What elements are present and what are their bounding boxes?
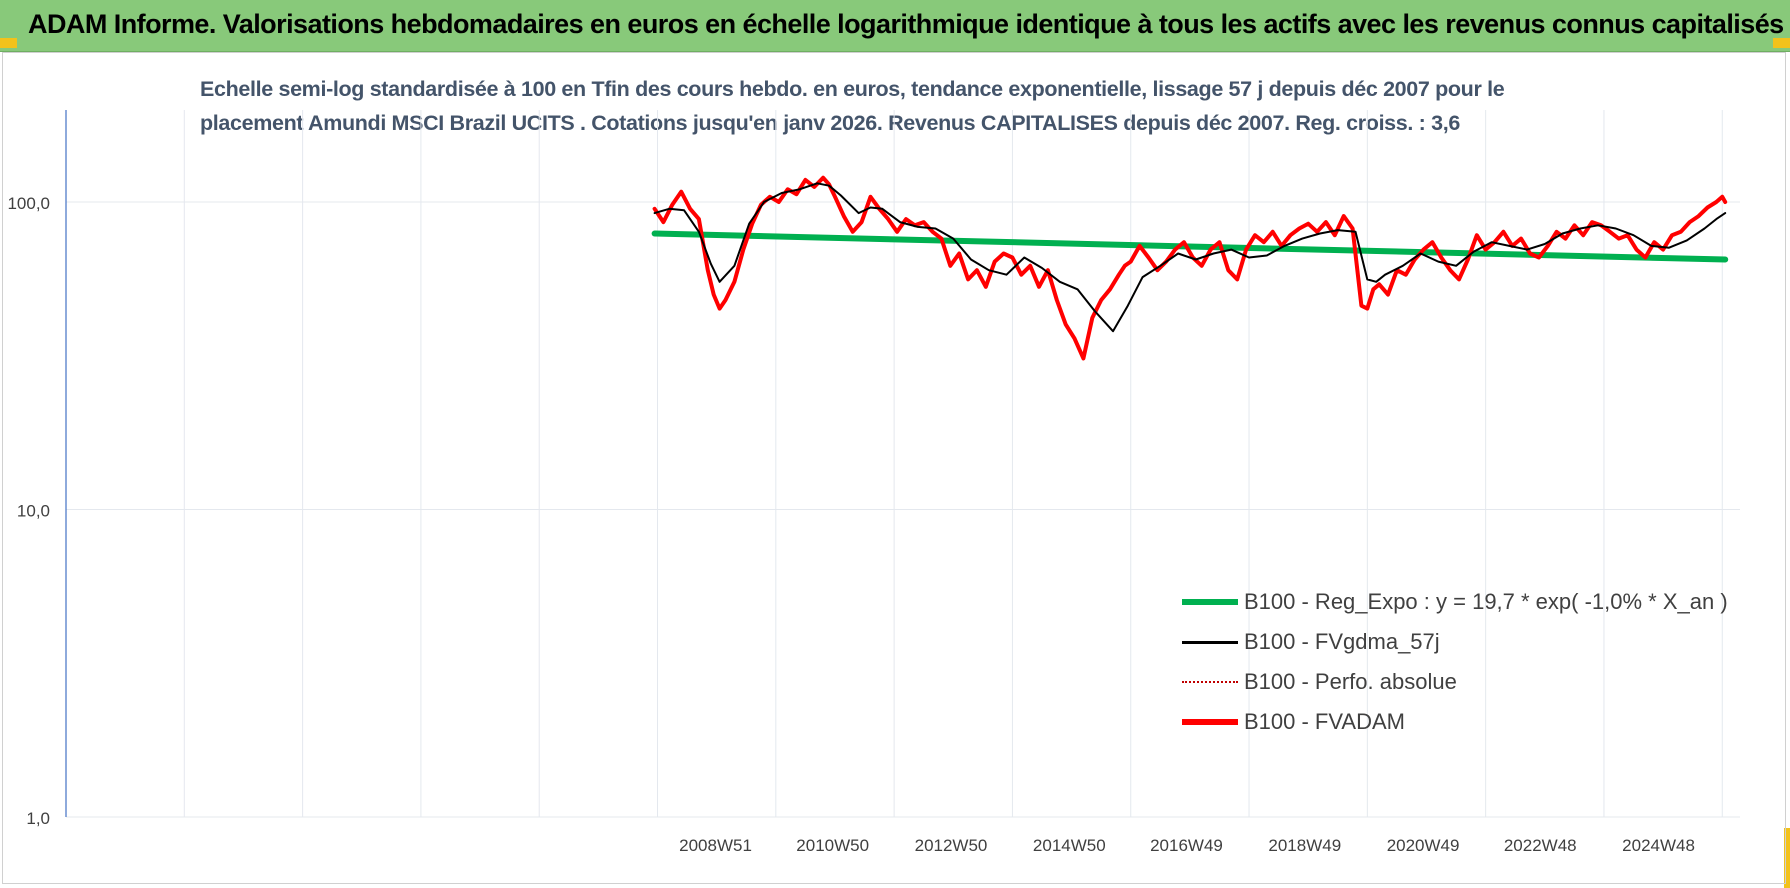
series-fvgdma-line — [653, 182, 1727, 333]
legend-item-perf-absolue: B100 - Perfo. absolue — [1182, 662, 1742, 702]
x-tick-label: 2022W48 — [1504, 836, 1577, 855]
legend-label-smoothed: B100 - FVgdma_57j — [1244, 629, 1440, 654]
legend-item-regression: B100 - Reg_Expo : y = 19,7 * exp( -1,0% … — [1182, 582, 1742, 622]
report-header: ADAM Informe. Valorisations hebdomadaire… — [0, 0, 1790, 52]
legend-label-regression: B100 - Reg_Expo : y = 19,7 * exp( -1,0% … — [1244, 589, 1728, 614]
corner-marker-right — [1773, 38, 1790, 48]
legend-swatch-smoothed — [1182, 640, 1238, 644]
y-axis-labels: 1,0 10,0 100,0 — [7, 194, 50, 828]
chart-legend: B100 - Reg_Expo : y = 19,7 * exp( -1,0% … — [1182, 582, 1742, 742]
x-tick-label: 2008W51 — [679, 836, 752, 855]
chart-title-line-1: Echelle semi-log standardisée à 100 en T… — [200, 77, 1505, 101]
legend-swatch-fvadam — [1182, 719, 1238, 725]
corner-marker-bottom-right — [1784, 828, 1790, 888]
legend-swatch-regression — [1182, 599, 1238, 605]
legend-item-fvadam: B100 - FVADAM — [1182, 702, 1742, 742]
x-axis-labels: 2008W51 2010W50 2012W50 2014W50 2016W49 2018W… — [679, 836, 1695, 855]
x-tick-label: 2016W49 — [1150, 836, 1223, 855]
chart-series — [651, 175, 1729, 361]
series-fvadam-line — [652, 175, 1728, 361]
x-tick-label: 2018W49 — [1268, 836, 1341, 855]
x-tick-label: 2014W50 — [1033, 836, 1106, 855]
series-regression-line — [651, 230, 1729, 263]
x-tick-label: 2010W50 — [796, 836, 869, 855]
y-tick-label: 100,0 — [7, 194, 50, 213]
chart-title-line-2: placement Amundi MSCI Brazil UCITS . Cot… — [200, 111, 1460, 135]
chart-frame — [2, 52, 1786, 884]
y-tick-label: 1,0 — [26, 809, 50, 828]
x-tick-label: 2012W50 — [915, 836, 988, 855]
legend-item-smoothed: B100 - FVgdma_57j — [1182, 622, 1742, 662]
x-tick-label: 2020W49 — [1387, 836, 1460, 855]
legend-swatch-perf-absolue — [1182, 681, 1238, 683]
y-tick-label: 10,0 — [17, 502, 50, 521]
chart-title: Echelle semi-log standardisée à 100 en T… — [200, 72, 1505, 140]
legend-label-fvadam: B100 - FVADAM — [1244, 709, 1405, 734]
corner-marker-left — [0, 38, 17, 48]
x-tick-label: 2024W48 — [1622, 836, 1695, 855]
report-title: ADAM Informe. Valorisations hebdomadaire… — [28, 9, 1784, 39]
legend-label-perf-absolue: B100 - Perfo. absolue — [1244, 669, 1457, 694]
